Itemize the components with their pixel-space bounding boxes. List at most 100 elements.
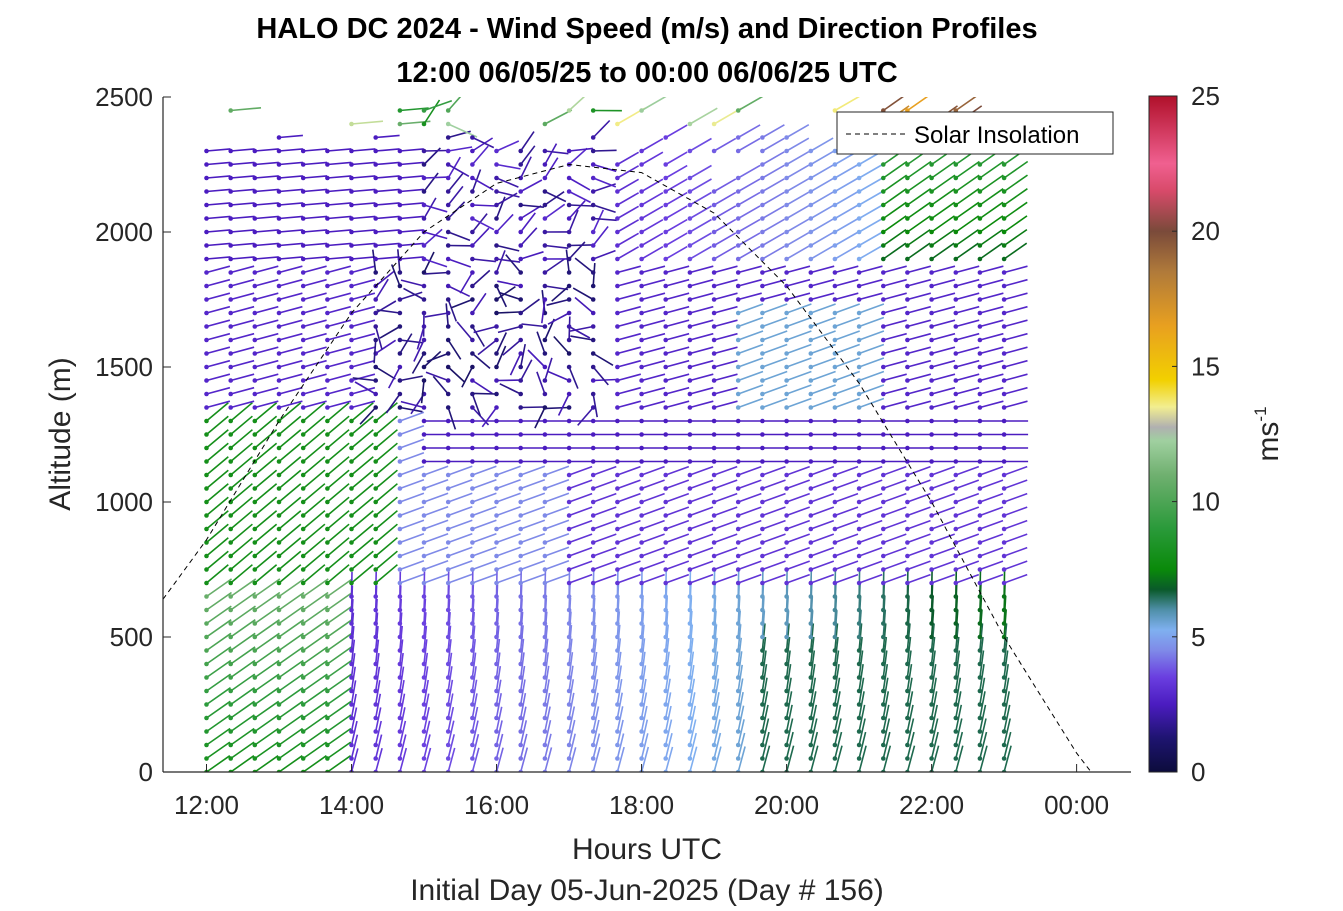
wind-barb: [713, 278, 738, 287]
wind-barb-head: [349, 513, 354, 518]
x-tick-label: 16:00: [464, 790, 529, 820]
wind-barb-head: [905, 702, 910, 707]
wind-barb-head: [808, 351, 814, 356]
wind-barb: [762, 519, 786, 530]
wind-barb-head: [397, 472, 403, 478]
wind-barb-head: [784, 418, 789, 424]
wind-barb-head: [228, 202, 233, 208]
wind-barb-head: [373, 648, 379, 653]
wind-barb: [351, 202, 376, 206]
wind-barb: [230, 256, 255, 260]
wind-barb: [883, 546, 907, 557]
wind-barb-head: [639, 742, 644, 748]
wind-barb-head: [905, 499, 910, 505]
wind-barb-head: [325, 621, 330, 626]
wind-barb-head: [905, 742, 910, 748]
wind-barb-head: [373, 472, 379, 478]
wind-barb-head: [615, 337, 620, 343]
wind-barb-head: [687, 243, 693, 248]
wind-barb: [883, 265, 907, 274]
wind-barb: [593, 217, 617, 222]
wind-barb: [907, 346, 932, 355]
wind-barb: [665, 506, 690, 517]
wind-barb-head: [397, 634, 403, 640]
wind-barb-head: [1001, 270, 1007, 275]
wind-barb-head: [349, 378, 354, 383]
wind-barb: [664, 733, 673, 759]
wind-barb: [689, 107, 718, 125]
wind-barb-head: [349, 742, 354, 748]
wind-barb-head: [397, 688, 403, 694]
wind-barb: [399, 679, 405, 705]
wind-barb-head: [518, 175, 523, 181]
wind-barb-head: [663, 378, 668, 383]
wind-barb-head: [397, 702, 403, 707]
wind-barb-head: [615, 688, 620, 694]
wind-barb-head: [373, 513, 379, 518]
wind-barb: [327, 305, 352, 314]
wind-barb: [350, 693, 357, 719]
wind-barb-head: [252, 553, 258, 559]
wind-barb-head: [760, 472, 765, 478]
wind-barb-head: [421, 243, 427, 248]
wind-barb: [737, 245, 761, 260]
wind-barb: [399, 546, 425, 557]
wind-barb: [544, 559, 570, 571]
wind-barb-head: [590, 270, 596, 275]
wind-barb-head: [445, 472, 451, 478]
wind-barb-head: [760, 243, 765, 248]
wind-barb-head: [325, 148, 330, 154]
wind-barb: [568, 97, 586, 112]
wind-barb-head: [687, 675, 693, 680]
wind-barb-head: [808, 702, 814, 707]
wind-barb: [471, 706, 479, 732]
wind-barb-head: [832, 526, 838, 532]
wind-barb-head: [687, 202, 693, 208]
wind-barb: [858, 519, 883, 530]
wind-barb-head: [494, 283, 499, 289]
wind-barb: [544, 492, 570, 503]
wind-barb-head: [228, 472, 233, 478]
wind-barb: [254, 523, 278, 544]
wind-barb: [205, 537, 229, 557]
wind-barb: [254, 359, 279, 368]
wind-barb-head: [687, 148, 693, 154]
wind-barb-head: [300, 526, 306, 532]
wind-barb-head: [590, 162, 596, 167]
wind-barb-head: [276, 229, 282, 235]
wind-barb-head: [808, 162, 814, 167]
wind-barb-head: [204, 513, 209, 518]
wind-barb: [471, 292, 487, 314]
wind-barb-head: [542, 567, 548, 572]
wind-barb-head: [566, 256, 572, 262]
wind-barb-head: [421, 337, 427, 343]
wind-barb-head: [1001, 580, 1007, 586]
wind-barb: [375, 229, 400, 233]
wind-barb: [665, 533, 690, 544]
wind-barb: [495, 250, 506, 273]
wind-barb: [495, 706, 503, 732]
wind-barb-head: [1001, 202, 1007, 208]
wind-barb-head: [953, 715, 959, 721]
wind-barb: [834, 218, 858, 233]
wind-barb: [737, 343, 764, 355]
wind-barb-head: [228, 256, 233, 262]
wind-barb-head: [639, 162, 644, 167]
wind-barb: [858, 731, 867, 759]
wind-barb: [278, 646, 304, 665]
wind-barb-head: [639, 378, 644, 383]
wind-barb-head: [325, 540, 330, 545]
wind-barb-head: [929, 742, 934, 748]
wind-barb-head: [977, 445, 983, 451]
wind-barb: [350, 442, 374, 463]
wind-barb-head: [518, 499, 523, 505]
wind-barb-head: [445, 162, 451, 167]
wind-barb-head: [808, 688, 814, 694]
wind-barb: [206, 727, 231, 746]
wind-barb: [617, 232, 639, 247]
wind-barb: [641, 506, 665, 517]
wind-barb: [955, 400, 980, 409]
wind-barb-head: [663, 661, 668, 667]
wind-barb: [737, 465, 762, 476]
wind-barb-head: [300, 351, 306, 356]
